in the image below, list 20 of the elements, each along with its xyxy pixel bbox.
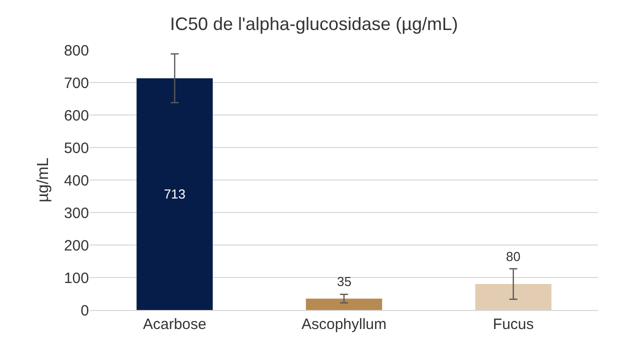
chart-title: IC50 de l'alpha-glucosidase (µg/mL) bbox=[170, 14, 458, 34]
y-tick-label: 0 bbox=[80, 302, 89, 320]
y-tick-label: 800 bbox=[64, 42, 89, 60]
data-label: 713 bbox=[164, 186, 186, 202]
x-tick-label: Ascophyllum bbox=[301, 316, 387, 333]
y-tick-label: 700 bbox=[64, 74, 89, 92]
bar bbox=[306, 298, 382, 310]
x-tick-label: Acarbose bbox=[142, 316, 206, 333]
y-tick-label: 300 bbox=[64, 204, 89, 222]
y-tick-label: 200 bbox=[64, 237, 89, 254]
bar bbox=[136, 78, 213, 310]
y-tick-label: 400 bbox=[64, 172, 89, 190]
bar bbox=[475, 284, 552, 310]
y-tick-label: 500 bbox=[64, 140, 89, 157]
y-tick-label: 600 bbox=[64, 107, 89, 124]
data-label: 35 bbox=[337, 274, 352, 289]
y-tick-label: 100 bbox=[64, 270, 89, 287]
x-tick-label: Fucus bbox=[492, 316, 534, 333]
y-axis-title: µg/mL bbox=[35, 158, 52, 202]
data-label: 80 bbox=[506, 249, 520, 264]
